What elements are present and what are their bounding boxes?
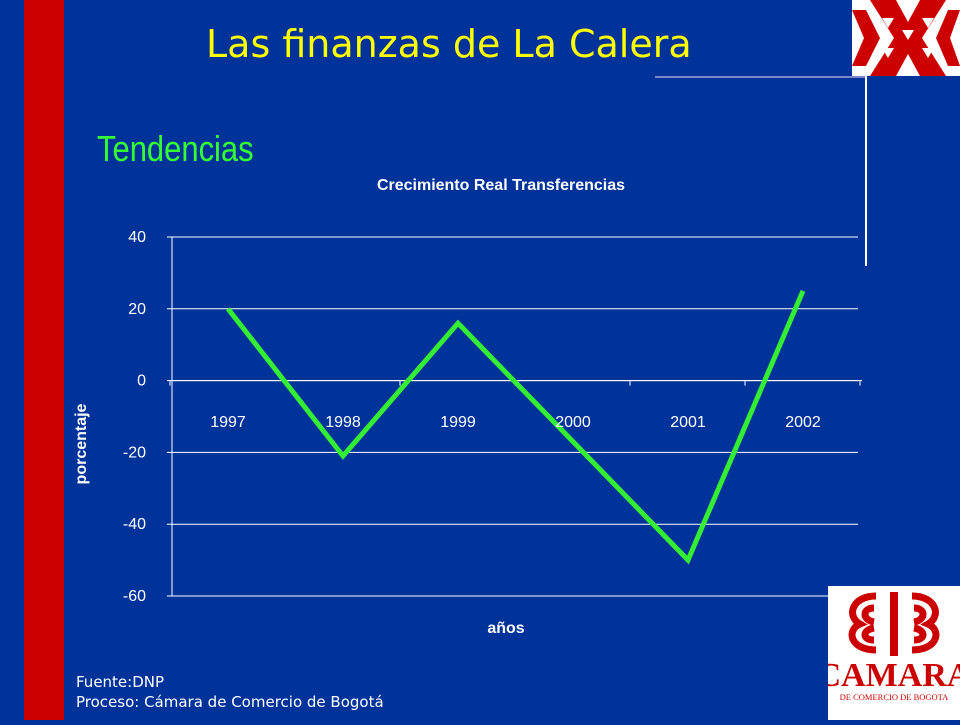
x-tick-label: 1998: [325, 414, 361, 431]
y-tick-label: 40: [128, 229, 146, 246]
chart-title: Crecimiento Real Transferencias: [377, 177, 625, 194]
accent-side-bar: [24, 0, 64, 720]
logo-corner-top: [852, 0, 960, 76]
chart-grid: [172, 236, 858, 597]
logo-wordmark: CAMARA: [828, 657, 960, 694]
chart-axes: [167, 236, 862, 597]
slide-title: Las finanzas de La Calera: [206, 22, 692, 66]
y-tick-label: -20: [123, 444, 146, 461]
x-axis-label: años: [487, 620, 524, 637]
section-title: Tendencias: [97, 128, 254, 169]
chart-text: 40 20 0 -20 -40 -60 1997 1998 1999 2000 2001 2002 Cr…: [73, 177, 821, 637]
footer-process: Proceso: Cámara de Comercio de Bogotá: [76, 693, 384, 711]
y-tick-label: 20: [128, 301, 146, 318]
x-tick-label: 1999: [440, 414, 476, 431]
chart-series: [226, 289, 806, 565]
title-divider-line: [655, 76, 867, 78]
right-divider-line: [865, 76, 867, 266]
x-tick-label: 1997: [210, 414, 246, 431]
footer-source: Fuente:DNP: [76, 673, 165, 691]
x-tick-label: 2001: [670, 414, 706, 431]
camara-logo: CAMARA DE COMERCIO DE BOGOTA: [817, 586, 960, 720]
y-tick-label: -60: [123, 588, 146, 605]
footer: Fuente:DNP Proceso: Cámara de Comercio d…: [76, 672, 384, 712]
x-tick-label: 2002: [785, 414, 821, 431]
y-axis-label: porcentaje: [73, 403, 90, 484]
logo-subtext: DE COMERCIO DE BOGOTA: [840, 692, 949, 702]
y-tick-label: 0: [137, 373, 146, 390]
x-tick-label: 2000: [555, 414, 591, 431]
y-tick-label: -40: [123, 516, 146, 533]
series-line: [226, 289, 806, 565]
